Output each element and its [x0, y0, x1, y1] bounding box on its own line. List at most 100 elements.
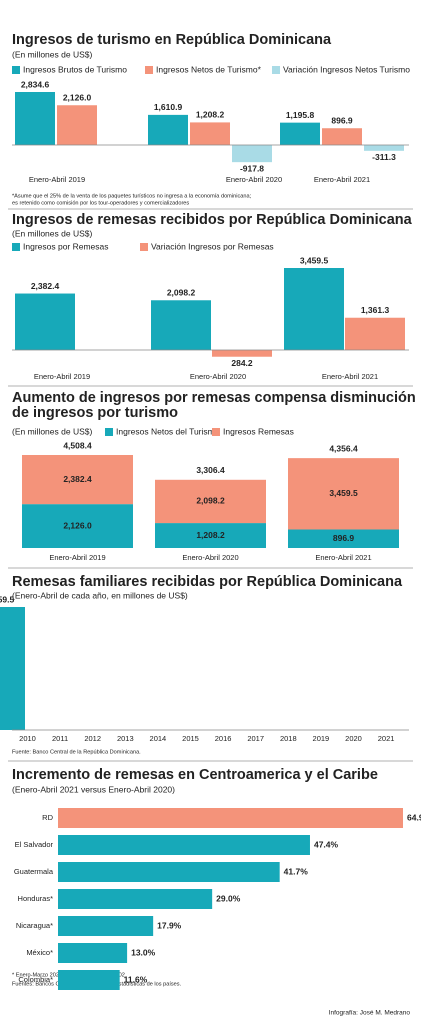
legend-label: Ingresos Remesas [223, 426, 294, 436]
category-label: 2018 [280, 734, 297, 743]
category-label: Enero-Abril 2019 [29, 175, 85, 184]
legend-label: Ingresos por Remesas [23, 241, 109, 251]
legend-swatch [145, 66, 153, 74]
value-label: -917.8 [240, 163, 264, 173]
legend-swatch [140, 243, 148, 251]
value-label: 1,195.8 [286, 110, 315, 120]
category-label: Enero-Abril 2021 [322, 372, 378, 381]
bar [58, 862, 280, 882]
bar [364, 145, 404, 151]
value-label: 1,361.3 [361, 305, 390, 315]
bar [58, 916, 154, 936]
bar [57, 105, 97, 145]
legend-swatch [105, 428, 113, 436]
legend-swatch [12, 243, 20, 251]
value-label: 896.9 [331, 115, 353, 125]
value-label: 17.9% [157, 920, 182, 930]
bar-segment [288, 458, 399, 530]
legend-swatch [212, 428, 220, 436]
value-label: 41.7% [284, 866, 309, 876]
legend-label: Variación Ingresos por Remesas [151, 241, 274, 251]
bar [0, 607, 25, 730]
bar [232, 145, 272, 163]
total-label: 4,356.4 [329, 443, 358, 453]
bar-segment [155, 523, 266, 548]
category-label: 2021 [378, 734, 395, 743]
bar-segment [155, 479, 266, 524]
bar [284, 268, 344, 350]
total-label: 4,508.4 [63, 440, 92, 450]
bar [151, 300, 211, 350]
legend-swatch [12, 66, 20, 74]
bar [212, 350, 272, 357]
bar [280, 122, 320, 145]
chart-subtitle: (En millones de US$) [12, 426, 92, 436]
bar [345, 317, 405, 350]
category-label: 2014 [150, 734, 167, 743]
bar [322, 128, 362, 145]
value-label: 64.9% [407, 812, 421, 822]
value-label: 2,098.2 [196, 496, 225, 506]
value-label: 3,459.5 [300, 255, 329, 265]
note: *Asume que el 25% de la venta de los paq… [12, 193, 252, 199]
category-label: Guatermala [14, 867, 54, 876]
value-label: 3,459.5 [329, 488, 358, 498]
value-label: 1,208.2 [196, 110, 225, 120]
category-label: 2015 [182, 734, 199, 743]
legend-swatch [272, 66, 280, 74]
value-label: 2,382.4 [63, 474, 92, 484]
note: es retenido como comisión por los tour-o… [12, 200, 189, 206]
bar [58, 835, 310, 855]
category-label: 2017 [247, 734, 264, 743]
category-label: 2016 [215, 734, 232, 743]
category-label: 2010 [19, 734, 36, 743]
category-label: Enero-Abril 2021 [314, 175, 370, 184]
category-label: 2013 [117, 734, 134, 743]
value-label: 11.6% [124, 974, 148, 984]
legend-label: Ingresos Brutos de Turismo [23, 64, 127, 74]
legend-label: Ingresos Netos del Turismo [116, 426, 220, 436]
chart-subtitle: (Enero-Abril 2021 versus Enero-Abril 202… [12, 784, 175, 794]
value-label: 1,208.2 [196, 530, 225, 540]
chart-title: Incremento de remesas en Centroamerica y… [12, 767, 378, 783]
chart-subtitle: (En millones de US$) [12, 228, 92, 238]
bar [148, 114, 188, 145]
category-label: Enero-Abril 2019 [49, 553, 105, 562]
category-label: Enero-Abril 2020 [182, 553, 238, 562]
value-label: 3,459.5 [0, 594, 14, 604]
category-label: Honduras* [18, 894, 54, 903]
credit: Infografía: José M. Medrano [329, 1010, 411, 1017]
chart-title: Remesas familiares recibidas por Repúbli… [12, 574, 403, 590]
bar-segment [288, 529, 399, 548]
chart-title: Ingresos de remesas recibidos por Repúbl… [12, 212, 413, 228]
value-label: -311.3 [372, 152, 396, 162]
bar-segment [22, 455, 133, 505]
chart-title: Ingresos de turismo en República Dominic… [12, 32, 332, 48]
value-label: 284.2 [231, 358, 253, 368]
category-label: 2011 [52, 734, 68, 743]
bar [15, 92, 55, 145]
bar [58, 889, 213, 909]
legend-label: Variación Ingresos Netos Turismo [283, 64, 410, 74]
value-label: 896.9 [333, 533, 355, 543]
category-label: 2019 [313, 734, 330, 743]
category-label: Nicaragua* [16, 921, 53, 930]
value-label: 29.0% [216, 893, 241, 903]
category-label: México* [26, 948, 53, 957]
note: Fuente: Banco Central de la República Do… [12, 749, 141, 755]
category-label: 2012 [84, 734, 101, 743]
chart-title: Aumento de ingresos por remesas compensa… [12, 390, 416, 406]
bar [58, 970, 120, 990]
legend-label: Ingresos Netos de Turismo* [156, 64, 262, 74]
bar [15, 293, 75, 350]
value-label: 2,126.0 [63, 520, 92, 530]
category-label: Colombia* [18, 975, 53, 984]
chart-subtitle: (Enero-Abril de cada año, en millones de… [12, 590, 188, 600]
total-label: 3,306.4 [196, 465, 225, 475]
value-label: 47.4% [314, 839, 339, 849]
bar-segment [22, 504, 133, 548]
category-label: El Salvador [15, 840, 54, 849]
value-label: 13.0% [131, 947, 156, 957]
value-label: 2,098.2 [167, 288, 196, 298]
